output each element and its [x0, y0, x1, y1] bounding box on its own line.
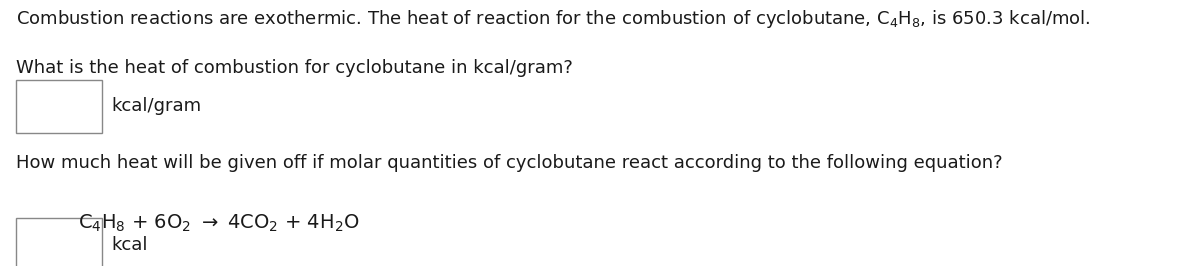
FancyBboxPatch shape: [16, 80, 102, 133]
Text: How much heat will be given off if molar quantities of cyclobutane react accordi: How much heat will be given off if molar…: [16, 154, 1002, 172]
Text: Combustion reactions are exothermic. The heat of reaction for the combustion of : Combustion reactions are exothermic. The…: [16, 8, 1090, 30]
Text: What is the heat of combustion for cyclobutane in kcal/gram?: What is the heat of combustion for cyclo…: [16, 59, 572, 77]
Text: kcal: kcal: [112, 236, 148, 254]
Text: kcal/gram: kcal/gram: [112, 97, 202, 115]
FancyBboxPatch shape: [16, 218, 102, 266]
Text: $\mathregular{C_4H_8}$ + 6$\mathregular{O_2}$ $\rightarrow$ 4$\mathregular{CO_2}: $\mathregular{C_4H_8}$ + 6$\mathregular{…: [78, 213, 360, 234]
